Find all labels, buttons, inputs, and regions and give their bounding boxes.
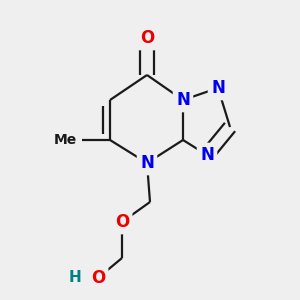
- Text: O: O: [140, 29, 154, 47]
- Text: O: O: [115, 213, 129, 231]
- Text: N: N: [200, 146, 214, 164]
- Text: N: N: [140, 154, 154, 172]
- Text: N: N: [176, 91, 190, 109]
- Text: Me: Me: [54, 133, 77, 147]
- Text: H: H: [69, 271, 81, 286]
- Text: O: O: [91, 269, 105, 287]
- Text: N: N: [211, 79, 225, 97]
